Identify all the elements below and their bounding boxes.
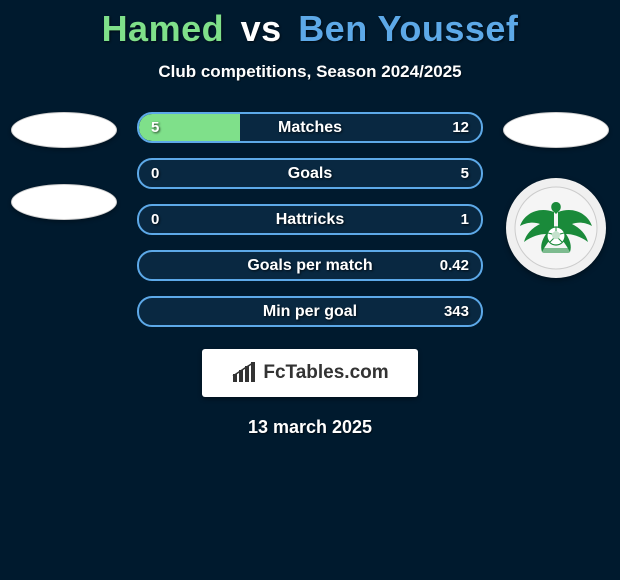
stat-bar: 0Goals5 [137, 158, 483, 189]
player1-name: Hamed [102, 8, 225, 49]
vs-label: vs [241, 8, 282, 49]
stat-bar: Goals per match0.42 [137, 250, 483, 281]
stat-bars: 5Matches120Goals50Hattricks1Goals per ma… [137, 112, 483, 327]
comparison-body: 5Matches120Goals50Hattricks1Goals per ma… [0, 112, 620, 327]
eagle-club-icon [514, 186, 598, 270]
subtitle: Club competitions, Season 2024/2025 [0, 62, 620, 82]
branding-text: FcTables.com [263, 362, 388, 384]
stat-label: Hattricks [139, 206, 481, 233]
player2-avatar-placeholder [503, 112, 609, 148]
stat-label: Goals per match [139, 252, 481, 279]
stat-bar: 5Matches12 [137, 112, 483, 143]
stat-bar: 0Hattricks1 [137, 204, 483, 235]
player1-avatar-placeholder [11, 112, 117, 148]
stat-bar: Min per goal343 [137, 296, 483, 327]
branding-badge: FcTables.com [202, 349, 418, 397]
stat-value-right: 1 [461, 206, 469, 233]
stat-label: Matches [139, 114, 481, 141]
player2-club-badge [506, 178, 606, 278]
player1-club-placeholder [11, 184, 117, 220]
stat-value-right: 5 [461, 160, 469, 187]
comparison-title: Hamed vs Ben Youssef [0, 0, 620, 50]
stat-value-right: 12 [452, 114, 469, 141]
left-player-column [4, 112, 124, 220]
stat-value-right: 0.42 [440, 252, 469, 279]
bar-chart-icon [231, 362, 257, 384]
stat-label: Goals [139, 160, 481, 187]
date-label: 13 march 2025 [0, 417, 620, 438]
stat-value-right: 343 [444, 298, 469, 325]
right-player-column [496, 112, 616, 278]
stat-label: Min per goal [139, 298, 481, 325]
player2-name: Ben Youssef [298, 8, 518, 49]
